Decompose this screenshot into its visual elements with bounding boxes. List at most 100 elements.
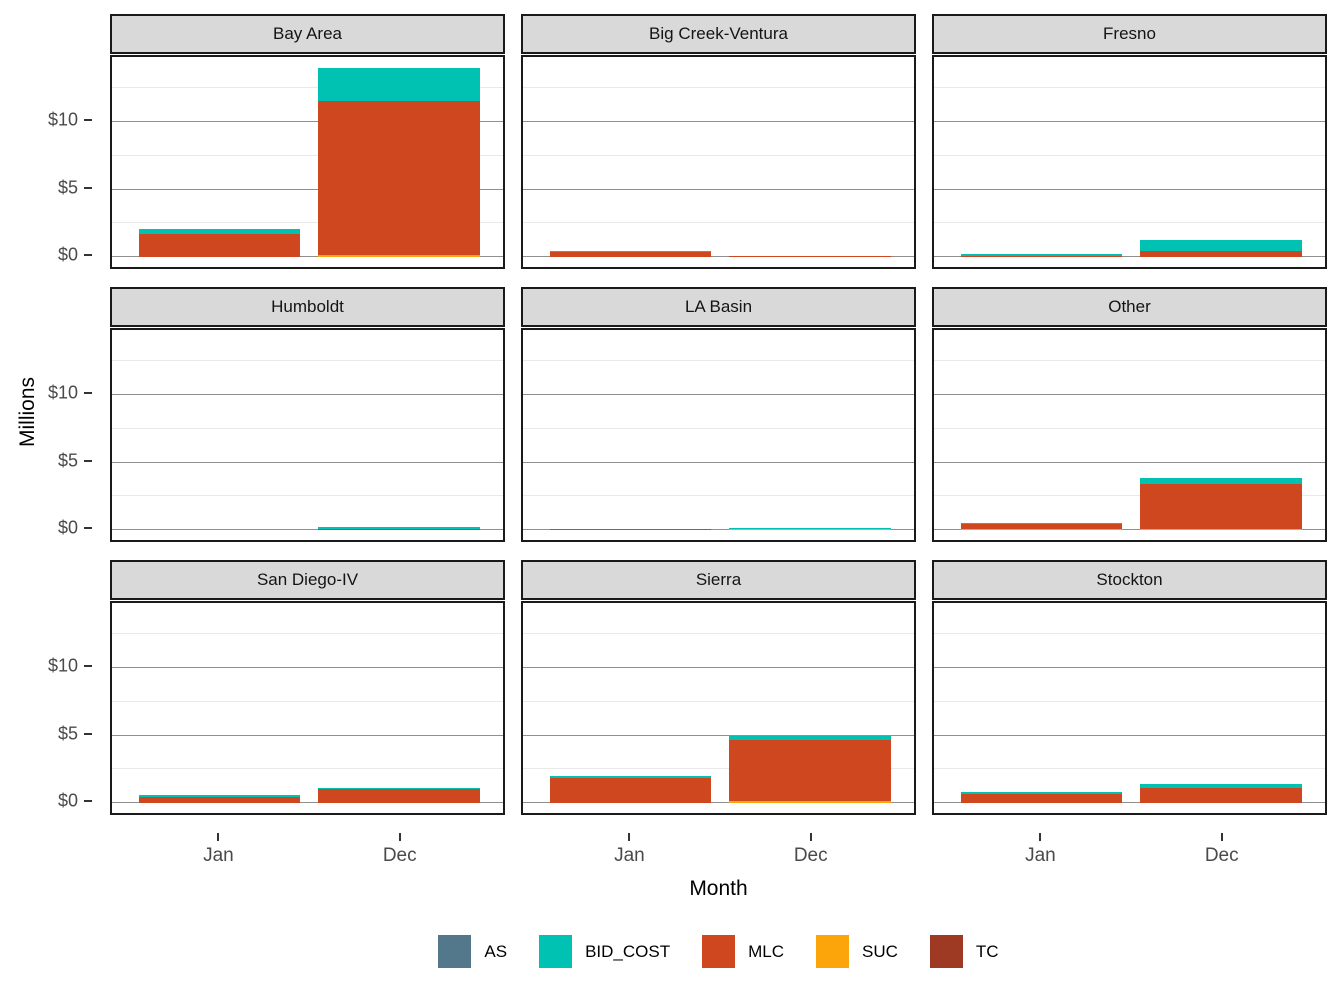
- legend-label: BID_COST: [585, 941, 671, 961]
- minor-gridline: [934, 222, 1325, 224]
- major-gridline: [112, 529, 503, 531]
- bar-segment-mlc: [1140, 484, 1302, 529]
- bar-segment-mlc: [960, 524, 1123, 530]
- legend-swatch-suc: [816, 935, 850, 968]
- facet-row: $0 $5 $10 Bay Area Big Creek-Ventura Fresno: [14, 14, 1327, 269]
- legend: AS BID_COST MLC SUC TC: [110, 935, 1327, 968]
- major-gridline: [523, 461, 914, 463]
- facet-cell: Other: [932, 287, 1327, 542]
- major-gridline: [934, 666, 1325, 668]
- major-gridline: [112, 666, 503, 668]
- facet-strip: Other: [932, 287, 1327, 327]
- bar-segment-suc: [960, 802, 1123, 804]
- bar-jan: [960, 254, 1123, 258]
- bar-segment-bid_cost: [318, 787, 480, 790]
- x-axis-title-wrap: Month: [110, 877, 1327, 901]
- minor-gridline: [112, 427, 503, 429]
- minor-gridline: [934, 633, 1325, 635]
- x-axis-cell: Jan Dec: [110, 833, 505, 877]
- y-tick-label: $5: [57, 177, 78, 198]
- facet-panel: [521, 601, 916, 815]
- legend-swatch-bid_cost: [539, 935, 573, 968]
- legend-label: AS: [484, 941, 508, 961]
- major-gridline: [523, 256, 914, 258]
- bar-segment-bid_cost: [960, 254, 1123, 256]
- y-tick-mark: [84, 391, 92, 394]
- facet-panel: [110, 601, 505, 815]
- major-gridline: [523, 393, 914, 395]
- facet-title: San Diego-IV: [256, 570, 359, 589]
- facet-title: LA Basin: [684, 297, 753, 316]
- major-gridline: [934, 188, 1325, 190]
- minor-gridline: [112, 87, 503, 89]
- bar-segment-suc: [1140, 528, 1302, 531]
- major-gridline: [523, 734, 914, 736]
- legend-label: SUC: [862, 941, 898, 961]
- bar-dec: [318, 787, 480, 804]
- y-tick-mark: [84, 527, 92, 530]
- major-gridline: [934, 734, 1325, 736]
- major-gridline: [523, 188, 914, 190]
- minor-gridline: [112, 633, 503, 635]
- major-gridline: [934, 529, 1325, 531]
- major-gridline: [934, 393, 1325, 395]
- bar-dec: [1140, 477, 1302, 531]
- bar-segment-bid_cost: [960, 791, 1123, 794]
- y-axis-labels: $0 $5 $10: [14, 560, 94, 815]
- legend-swatch-mlc: [702, 935, 736, 968]
- legend-item-as: AS: [438, 935, 507, 968]
- minor-gridline: [112, 768, 503, 770]
- facet-title: Bay Area: [273, 24, 342, 43]
- facet-cell: Stockton: [932, 560, 1327, 815]
- facet-panel: [932, 55, 1327, 269]
- minor-gridline: [523, 360, 914, 362]
- facet-panel: [521, 55, 916, 269]
- minor-gridline: [112, 222, 503, 224]
- facet-strip: Fresno: [932, 14, 1327, 54]
- bar-dec: [1140, 239, 1302, 258]
- legend-item-tc: TC: [929, 935, 999, 968]
- y-tick-label: $5: [57, 723, 78, 744]
- bar-segment-bid_cost: [138, 229, 301, 234]
- y-tick-label: $0: [57, 790, 78, 811]
- major-gridline: [523, 666, 914, 668]
- bar-segment-mlc: [318, 101, 480, 256]
- major-gridline: [523, 529, 914, 531]
- bar-jan: [138, 795, 301, 804]
- bar-segment-mlc: [729, 740, 891, 801]
- minor-gridline: [523, 87, 914, 89]
- facet-row: $0 $5 $10 Humboldt LA Basin Other: [14, 287, 1327, 542]
- minor-gridline: [934, 700, 1325, 702]
- bar-dec: [318, 67, 480, 258]
- legend-label: MLC: [748, 941, 785, 961]
- minor-gridline: [523, 495, 914, 497]
- bar-segment-bid_cost: [549, 250, 712, 252]
- x-tick-label: Dec: [1204, 845, 1239, 866]
- bar-segment-mlc: [1140, 250, 1302, 258]
- bar-dec: [729, 255, 891, 258]
- y-tick-label: $0: [57, 517, 78, 538]
- minor-gridline: [523, 700, 914, 702]
- bar-segment-suc: [729, 529, 891, 531]
- minor-gridline: [934, 768, 1325, 770]
- major-gridline: [112, 802, 503, 804]
- facet-title: Fresno: [1103, 24, 1156, 43]
- x-axis-title: Month: [689, 877, 748, 900]
- minor-gridline: [934, 427, 1325, 429]
- facet-strip: Stockton: [932, 560, 1327, 600]
- minor-gridline: [112, 700, 503, 702]
- bar-segment-mlc: [549, 778, 712, 804]
- major-gridline: [934, 461, 1325, 463]
- bar-segment-bid_cost: [729, 528, 891, 530]
- minor-gridline: [523, 633, 914, 635]
- major-gridline: [112, 461, 503, 463]
- y-tick-label: $5: [57, 450, 78, 471]
- major-gridline: [112, 393, 503, 395]
- x-tick-label: Jan: [614, 845, 645, 866]
- y-axis-labels: $0 $5 $10: [14, 14, 94, 269]
- x-tick-label: Jan: [203, 845, 234, 866]
- major-gridline: [934, 802, 1325, 804]
- y-tick-mark: [84, 459, 92, 462]
- bar-segment-bid_cost: [138, 795, 301, 797]
